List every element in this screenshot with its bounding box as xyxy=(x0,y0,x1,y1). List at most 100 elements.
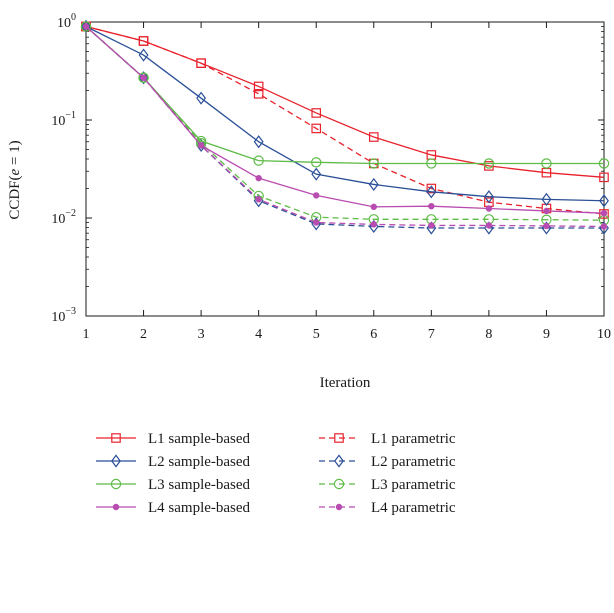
x-tick-label: 4 xyxy=(255,327,262,342)
data-point xyxy=(253,155,264,166)
data-point xyxy=(428,202,435,210)
legend-label: L4 parametric xyxy=(371,500,456,516)
legend-marker xyxy=(110,478,122,490)
data-point xyxy=(313,192,320,199)
data-point xyxy=(140,74,147,81)
series-line xyxy=(85,25,605,202)
legend-marker xyxy=(334,433,344,443)
y-tick-label: 10−2 xyxy=(51,208,76,227)
data-point xyxy=(599,209,609,219)
data-point xyxy=(80,21,92,32)
data-point xyxy=(368,177,379,192)
x-tick-label: 10 xyxy=(597,327,611,342)
x-axis-label: Iteration xyxy=(320,375,371,391)
x-tick-label: 7 xyxy=(428,327,435,342)
data-point xyxy=(541,192,552,206)
legend-item: L3 sample-based xyxy=(96,477,251,493)
data-point xyxy=(485,222,493,229)
data-point xyxy=(426,183,437,194)
series-l4-sample-based xyxy=(82,23,608,217)
x-tick-label: 2 xyxy=(140,327,147,342)
data-point xyxy=(311,108,322,118)
data-point xyxy=(255,196,262,203)
data-point xyxy=(313,219,320,226)
legend-label: L2 sample-based xyxy=(148,454,251,470)
series-l2-sample-based xyxy=(81,19,609,208)
data-point xyxy=(138,48,149,62)
x-tick-label: 9 xyxy=(543,327,550,342)
legend-marker xyxy=(335,503,343,511)
legend-marker xyxy=(334,454,344,468)
series-line xyxy=(85,25,605,221)
data-point xyxy=(485,205,493,212)
legend-label: L1 sample-based xyxy=(148,431,251,447)
data-point xyxy=(370,221,377,228)
x-tick-label: 3 xyxy=(198,327,205,342)
legend-marker xyxy=(333,478,345,490)
series-l3-sample-based xyxy=(80,21,610,169)
x-tick-label: 1 xyxy=(83,327,90,342)
legend-item: L2 parametric xyxy=(319,454,456,470)
data-point xyxy=(311,123,322,134)
axes-frame xyxy=(85,21,605,317)
series-line xyxy=(85,25,605,214)
data-point xyxy=(543,222,550,230)
x-tick-label: 6 xyxy=(370,327,377,342)
y-tick-label: 10−1 xyxy=(51,110,76,129)
data-point xyxy=(600,223,608,230)
legend-item: L1 parametric xyxy=(319,431,456,447)
legend-marker xyxy=(111,454,121,468)
legend-marker xyxy=(112,503,120,511)
data-point xyxy=(541,158,552,169)
legend: L1 sample-based L2 sample-based L3 sample-… xyxy=(96,431,456,516)
data-point xyxy=(599,194,609,208)
data-point xyxy=(483,158,495,169)
data-point xyxy=(426,158,437,169)
series-line xyxy=(85,25,604,165)
data-point xyxy=(368,158,379,169)
data-point xyxy=(196,138,207,153)
data-point xyxy=(138,36,149,46)
legend-marker xyxy=(111,433,121,443)
data-point xyxy=(253,89,264,99)
legend-item: L3 parametric xyxy=(319,477,456,493)
y-tick-label: 100 xyxy=(57,12,76,31)
data-point xyxy=(197,142,205,149)
legend-item: L2 sample-based xyxy=(96,454,251,470)
data-point xyxy=(196,58,206,68)
series-line xyxy=(85,25,605,178)
legend-label: L3 parametric xyxy=(371,477,456,493)
data-point xyxy=(598,158,610,169)
data-point xyxy=(255,174,262,182)
data-point xyxy=(600,209,608,217)
data-point xyxy=(311,167,322,181)
data-point xyxy=(82,23,90,30)
data-point xyxy=(253,81,264,92)
x-tick-label: 8 xyxy=(485,327,492,342)
data-point xyxy=(370,203,377,211)
legend-label: L1 parametric xyxy=(371,431,456,447)
legend-item: L4 sample-based xyxy=(96,500,251,516)
legend-label: L2 parametric xyxy=(371,454,456,470)
legend-item: L1 sample-based xyxy=(96,431,251,447)
plot-area: 100 10−1 10−2 10−3 1 2 3 4 5 6 7 8 9 10 xyxy=(51,12,611,342)
data-point xyxy=(543,207,550,215)
legend-label: L3 sample-based xyxy=(148,477,251,493)
data-point xyxy=(138,72,149,83)
data-point xyxy=(483,190,494,204)
data-point xyxy=(368,132,379,142)
data-point xyxy=(81,19,91,34)
legend-label: L4 sample-based xyxy=(148,500,251,516)
data-point xyxy=(311,157,322,168)
x-tick-label: 5 xyxy=(313,327,320,342)
data-point xyxy=(599,172,609,183)
data-point xyxy=(253,135,264,149)
y-tick-label: 10−3 xyxy=(51,306,76,325)
data-point xyxy=(196,91,207,105)
data-point xyxy=(428,222,435,229)
legend-item: L4 parametric xyxy=(319,500,456,516)
data-point xyxy=(426,185,437,199)
y-axis-label: CCDF(e = 1) xyxy=(7,140,23,219)
